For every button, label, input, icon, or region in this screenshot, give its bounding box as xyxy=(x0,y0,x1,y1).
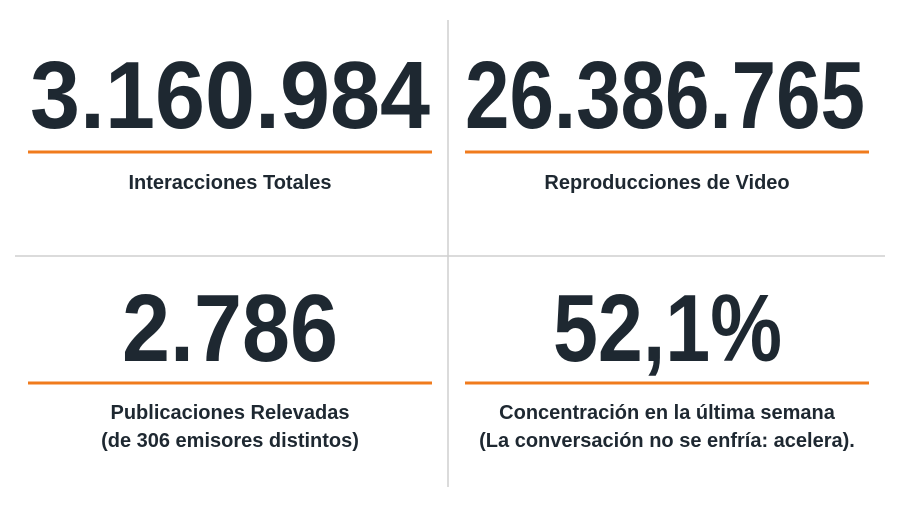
stat-label: (La conversación no se enfría: acelera). xyxy=(479,430,855,452)
stat-value: 2.786 xyxy=(122,275,338,382)
stat-value: 3.160.984 xyxy=(30,42,430,149)
stat-label: Publicaciones Relevadas xyxy=(110,402,349,424)
stat-label: (de 306 emisores distintos) xyxy=(101,430,359,452)
stat-label: Concentración en la última semana xyxy=(499,402,836,424)
stat-value: 52,1% xyxy=(553,275,782,382)
stat-label: Interacciones Totales xyxy=(128,172,331,194)
stat-label: Reproducciones de Video xyxy=(544,172,789,194)
stat-value: 26.386.765 xyxy=(465,42,865,149)
